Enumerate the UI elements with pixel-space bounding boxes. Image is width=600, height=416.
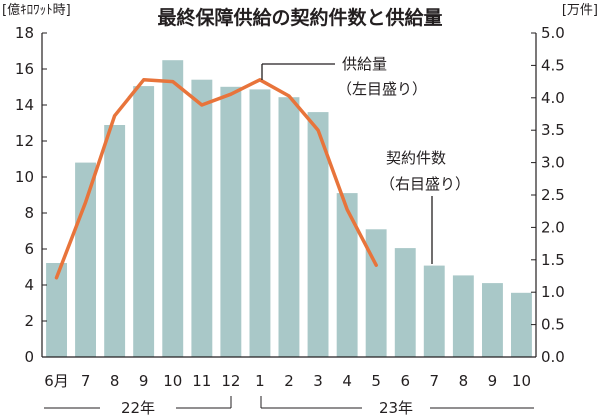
x-tick-label-6: 12 — [221, 372, 240, 390]
year-2023-label: 23年 — [379, 399, 413, 416]
left-tick-label-6: 12 — [15, 132, 34, 150]
x-tick-label-16: 10 — [512, 372, 531, 390]
bar-11 — [365, 229, 387, 357]
year-2022-label: 22年 — [121, 399, 155, 416]
right-tick-label-0: 0.0 — [541, 348, 565, 366]
left-tick-label-4: 8 — [24, 204, 34, 222]
left-tick-label-9: 18 — [15, 24, 34, 42]
right-tick-label-4: 2.0 — [541, 218, 565, 236]
bar-3 — [133, 86, 155, 357]
left-tick-label-7: 14 — [15, 96, 34, 114]
left-tick-label-3: 6 — [24, 240, 34, 258]
x-tick-label-0: 6月 — [44, 372, 69, 390]
right-tick-label-8: 4.0 — [541, 89, 565, 107]
right-tick-label-3: 1.5 — [541, 251, 565, 269]
right-tick-label-1: 0.5 — [541, 316, 565, 334]
year-bracket-2022: 22年 — [44, 396, 232, 416]
left-axis-unit: [億ｷﾛﾜｯﾄ時] — [2, 2, 71, 18]
contracts-annotation-label: 契約件数 — [386, 149, 446, 167]
x-tick-label-11: 5 — [371, 372, 381, 390]
contracts-annotation-sub: （右目盛り） — [380, 175, 470, 193]
x-tick-label-7: 1 — [255, 372, 265, 390]
bar-9 — [307, 112, 329, 357]
bar-15 — [482, 283, 503, 357]
right-tick-label-2: 1.0 — [541, 283, 565, 301]
bar-8 — [278, 97, 300, 357]
right-tick-label-6: 3.0 — [541, 154, 565, 172]
year-bracket-2023: 23年 — [260, 396, 534, 416]
bar-7 — [249, 89, 271, 358]
line-group — [54, 78, 378, 280]
supply-line — [54, 78, 378, 280]
right-tick-label-5: 2.5 — [541, 186, 565, 204]
bar-4 — [162, 60, 184, 357]
x-tick-label-14: 8 — [459, 372, 469, 390]
right-tick-label-7: 3.5 — [541, 121, 565, 139]
bar-6 — [220, 86, 242, 358]
left-tick-label-5: 10 — [15, 168, 34, 186]
bar-2 — [104, 125, 126, 357]
bar-5 — [191, 79, 213, 357]
x-tick-label-15: 9 — [488, 372, 498, 390]
bar-0 — [46, 263, 67, 357]
right-tick-label-10: 5.0 — [541, 24, 565, 42]
bar-12 — [394, 248, 416, 357]
supply-annotation-sub: （左目盛り） — [337, 80, 427, 98]
x-tick-label-3: 9 — [139, 372, 149, 390]
bar-13 — [423, 265, 445, 357]
x-tick-label-1: 7 — [81, 372, 91, 390]
bar-1 — [75, 162, 96, 357]
right-axis-unit: [万件] — [562, 3, 598, 18]
axes-group: 0246810121416180.00.51.01.52.02.53.03.54… — [15, 24, 565, 390]
bar-14 — [452, 275, 474, 357]
x-tick-label-4: 10 — [163, 372, 182, 390]
left-tick-label-2: 4 — [24, 276, 34, 294]
x-tick-label-12: 6 — [400, 372, 410, 390]
chart-title: 最終保障供給の契約件数と供給量 — [157, 6, 442, 29]
bar-16 — [511, 292, 532, 357]
x-tick-label-8: 2 — [284, 372, 294, 390]
bar-10 — [336, 193, 358, 357]
x-tick-label-2: 8 — [110, 372, 120, 390]
x-tick-label-9: 3 — [313, 372, 323, 390]
left-tick-label-0: 0 — [24, 348, 34, 366]
bars-group — [46, 60, 532, 358]
x-tick-label-13: 7 — [430, 372, 440, 390]
x-tick-label-5: 11 — [192, 372, 211, 390]
left-tick-label-1: 2 — [24, 312, 34, 330]
left-tick-label-8: 16 — [15, 60, 34, 78]
supply-annotation-label: 供給量 — [342, 55, 387, 73]
x-tick-label-10: 4 — [342, 372, 352, 390]
right-tick-label-9: 4.5 — [541, 56, 565, 74]
